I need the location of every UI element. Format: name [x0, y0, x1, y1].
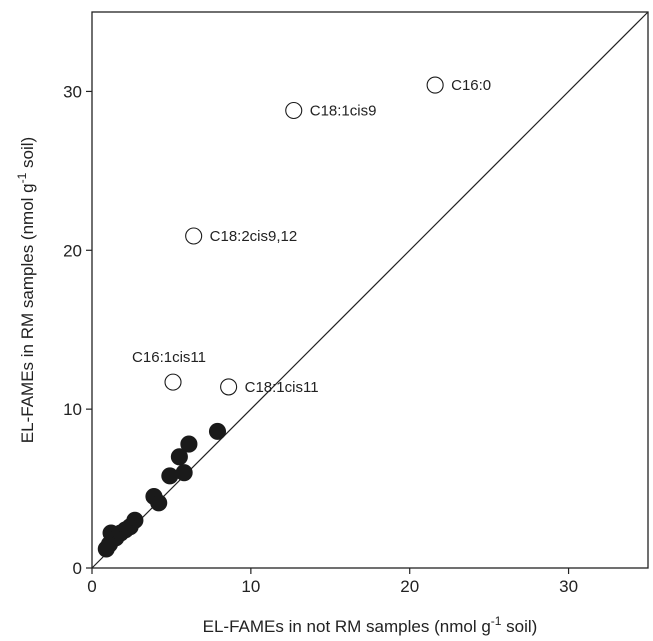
y-axis-label: EL-FAMEs in RM samples (nmol g-1 soil): [15, 137, 37, 443]
point-label: C16:1cis11: [132, 349, 206, 366]
x-tick-label: 20: [400, 577, 419, 596]
filled-point: [170, 448, 188, 466]
reference-line-layer: [91, 11, 649, 569]
point-label: C18:2cis9,12: [210, 228, 298, 245]
point-label: C18:1cis11: [245, 379, 319, 396]
x-tick-label: 0: [87, 577, 96, 596]
filled-point: [150, 494, 168, 512]
open-point: [220, 378, 238, 396]
filled-point: [208, 422, 227, 440]
one-to-one-line: [91, 11, 649, 569]
x-tick-label: 10: [241, 577, 260, 596]
open-point: [285, 101, 303, 120]
open-point: [185, 227, 203, 245]
filled-point: [97, 540, 115, 558]
filled-point: [175, 464, 193, 482]
plot-frame: [91, 11, 649, 569]
y-tick-label: 10: [63, 400, 82, 419]
y-tick-label: 0: [73, 559, 82, 578]
y-axis-label-superscript: -1: [15, 172, 29, 183]
y-tick-label: 30: [63, 82, 82, 101]
filled-point: [180, 435, 198, 453]
x-axis-label: EL-FAMEs in not RM samples (nmol g-1 soi…: [203, 614, 538, 636]
x-tick-label: 30: [559, 577, 578, 596]
axis-ticks: 0 10 20 30 0 10 20 30: [63, 82, 578, 596]
open-point: [426, 76, 444, 94]
filled-point: [161, 467, 179, 485]
data-points: [97, 76, 444, 558]
point-labels: C16:0 C18:1cis9 C18:2cis9,12 C16:1cis11 C18:…: [132, 77, 491, 396]
point-label: C18:1cis9: [310, 102, 377, 119]
x-axis-label-superscript: -1: [491, 614, 502, 628]
point-label: C16:0: [451, 77, 491, 94]
y-tick-label: 20: [63, 241, 82, 260]
open-point: [164, 373, 182, 391]
